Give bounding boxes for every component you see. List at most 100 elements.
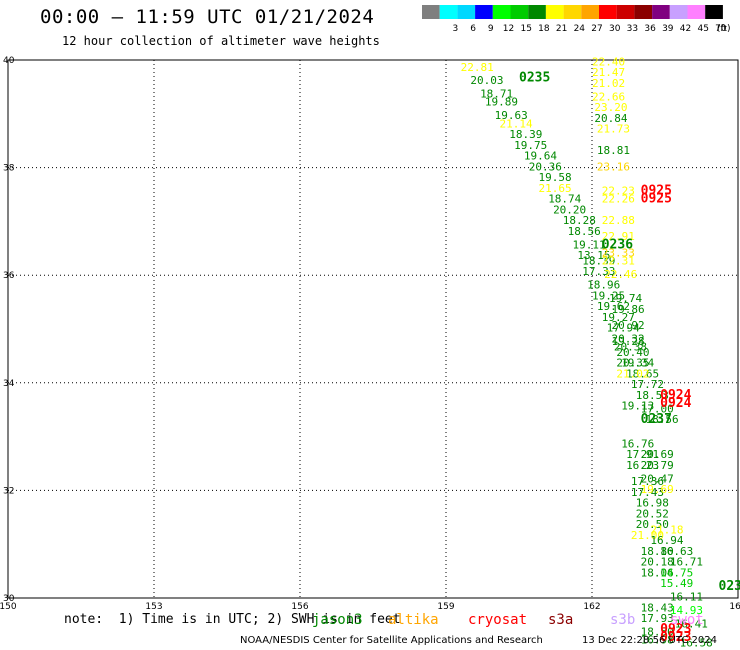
wave-height-label: 19.58 xyxy=(538,171,571,184)
colorbar-swatch xyxy=(581,5,599,19)
pass-number-label: 0236 xyxy=(602,237,633,252)
axis-ticks: 150 153 156 159 162 165 40 38 36 34 32 30 xyxy=(0,56,740,612)
pass-number-label: 0925 xyxy=(641,192,672,207)
wave-height-label: 17.94 xyxy=(607,322,640,335)
lat-tick-label: 34 xyxy=(3,379,15,389)
generated-timestamp: 13 Dec 22:28:56 UTC 2024 xyxy=(582,635,717,646)
wave-height-label: 16.94 xyxy=(650,534,683,547)
colorbar-label: 9 xyxy=(488,24,494,34)
pass-number-label: 0237 xyxy=(641,412,672,427)
wave-height-label: 20.47 xyxy=(641,472,674,485)
wave-height-label: 22.46 xyxy=(604,268,637,281)
satellite-legend-s3b: s3b xyxy=(610,612,636,628)
colorbar-swatch xyxy=(457,5,476,19)
wave-height-label: 19.13 xyxy=(621,400,654,413)
pass-number-label: 0924 xyxy=(660,396,691,411)
wave-height-label: 19.74 xyxy=(609,292,642,305)
wave-height-label: 16.23 xyxy=(626,459,659,472)
wave-height-label: 17.36 xyxy=(631,475,664,488)
pass-number-label: 0923 xyxy=(660,630,691,645)
wave-height-label: 20.36 xyxy=(529,160,562,173)
wave-height-label: 21.47 xyxy=(592,66,625,79)
wave-height-label: 21.02 xyxy=(616,367,649,380)
wave-height-label: 20.38 xyxy=(614,341,647,354)
colorbar-label: 33 xyxy=(627,24,638,34)
colorbar-label: 18 xyxy=(538,24,550,34)
wave-height-label: 18.74 xyxy=(548,193,581,206)
wave-height-label: 20.40 xyxy=(616,346,649,359)
wave-height-label: 20.79 xyxy=(641,459,674,472)
wave-height-label: 19.25 xyxy=(592,289,625,302)
colorbar-swatch xyxy=(528,5,546,19)
wave-height-label: 23.33 xyxy=(602,246,635,259)
lon-tick-label: 159 xyxy=(437,602,454,612)
page-subtitle: 12 hour collection of altimeter wave hei… xyxy=(62,34,380,48)
wave-height-label: 21.18 xyxy=(650,523,683,536)
map-border xyxy=(7,59,739,599)
wave-height-label: 18.80 xyxy=(641,545,674,558)
wave-height-label: 17.00 xyxy=(641,402,674,415)
wave-height-label: 16.41 xyxy=(675,618,708,631)
wave-height-label: 22.88 xyxy=(602,214,635,227)
wave-height-label: 22.40 xyxy=(592,55,625,68)
lon-tick-label: 165 xyxy=(729,602,740,612)
colorbar-label: 12 xyxy=(503,24,514,34)
wave-height-label: 18.28 xyxy=(563,214,596,227)
satellite-legend-cryosat: cryosat xyxy=(468,612,528,628)
wave-height-label: 22.23 xyxy=(602,185,635,198)
lat-tick-label: 40 xyxy=(3,56,15,66)
colorbar-label: 36 xyxy=(644,24,656,34)
satellite-legend-altika: altika xyxy=(388,612,439,628)
lat-tick-label: 30 xyxy=(3,594,15,604)
wave-height-points: 22.8120.0318.7119.8919.6321.1418.3919.75… xyxy=(461,55,723,650)
wave-height-label: 19.11 xyxy=(573,238,606,251)
wave-height-label: 20.35 xyxy=(616,357,649,370)
wave-height-label: 18.71 xyxy=(480,88,513,101)
colorbar-swatch xyxy=(422,5,440,19)
wave-height-label: 19.27 xyxy=(602,311,635,324)
lon-tick-label: 150 xyxy=(0,602,17,612)
wave-height-label: 20.20 xyxy=(553,203,586,216)
lat-tick-label: 32 xyxy=(3,486,14,496)
wave-height-label: 16.98 xyxy=(641,634,674,647)
wave-height-label: 16.71 xyxy=(670,556,703,569)
wave-height-label: 20.92 xyxy=(611,319,644,332)
wave-height-label: 18.96 xyxy=(587,279,620,292)
colorbar-label: 24 xyxy=(574,24,586,34)
wave-height-label: 16.58 xyxy=(680,636,713,649)
wave-height-label: 18.65 xyxy=(626,367,659,380)
colorbar-unit: (ft) xyxy=(717,24,731,34)
colorbar-label: 6 xyxy=(470,24,476,34)
wave-height-label: 13.15 xyxy=(577,249,610,262)
wave-height-label: 18.56 xyxy=(568,225,601,238)
wave-height-label: 21.14 xyxy=(500,117,533,130)
wave-height-label: 23.20 xyxy=(594,101,627,114)
colorbar-swatch xyxy=(616,5,635,19)
wave-height-label: 20.84 xyxy=(594,112,627,125)
wave-height-label: 20.18 xyxy=(641,556,674,569)
colorbar-swatch xyxy=(652,5,670,19)
wave-height-label: 19.69 xyxy=(641,483,674,496)
colorbar-label: 21 xyxy=(556,24,567,34)
wave-height-label: 16.98 xyxy=(636,497,669,510)
wave-height-label: 20.52 xyxy=(636,507,669,520)
colorbar-label: 3 xyxy=(453,24,459,34)
colorbar-swatch xyxy=(475,5,493,19)
wave-height-label: 19.75 xyxy=(514,139,547,152)
wave-height-label: 23.16 xyxy=(597,160,630,173)
colorbar-swatch xyxy=(510,5,529,19)
wave-height-label: 14.75 xyxy=(660,566,693,579)
colorbar-label: 70 xyxy=(715,24,727,34)
colorbar-swatch xyxy=(439,5,458,19)
wave-height-label: 22.91 xyxy=(602,230,635,243)
colorbar-swatch xyxy=(634,5,653,19)
colorbar-swatch xyxy=(687,5,706,19)
wave-height-label: 18.50 xyxy=(641,626,674,639)
pass-number-label: 0235 xyxy=(519,71,550,86)
map-grid xyxy=(8,60,738,598)
page-title: 00:00 – 11:59 UTC 01/21/2024 xyxy=(40,6,375,28)
pass-number-label: 0923 xyxy=(660,622,691,637)
wave-height-label: 16.63 xyxy=(660,545,693,558)
